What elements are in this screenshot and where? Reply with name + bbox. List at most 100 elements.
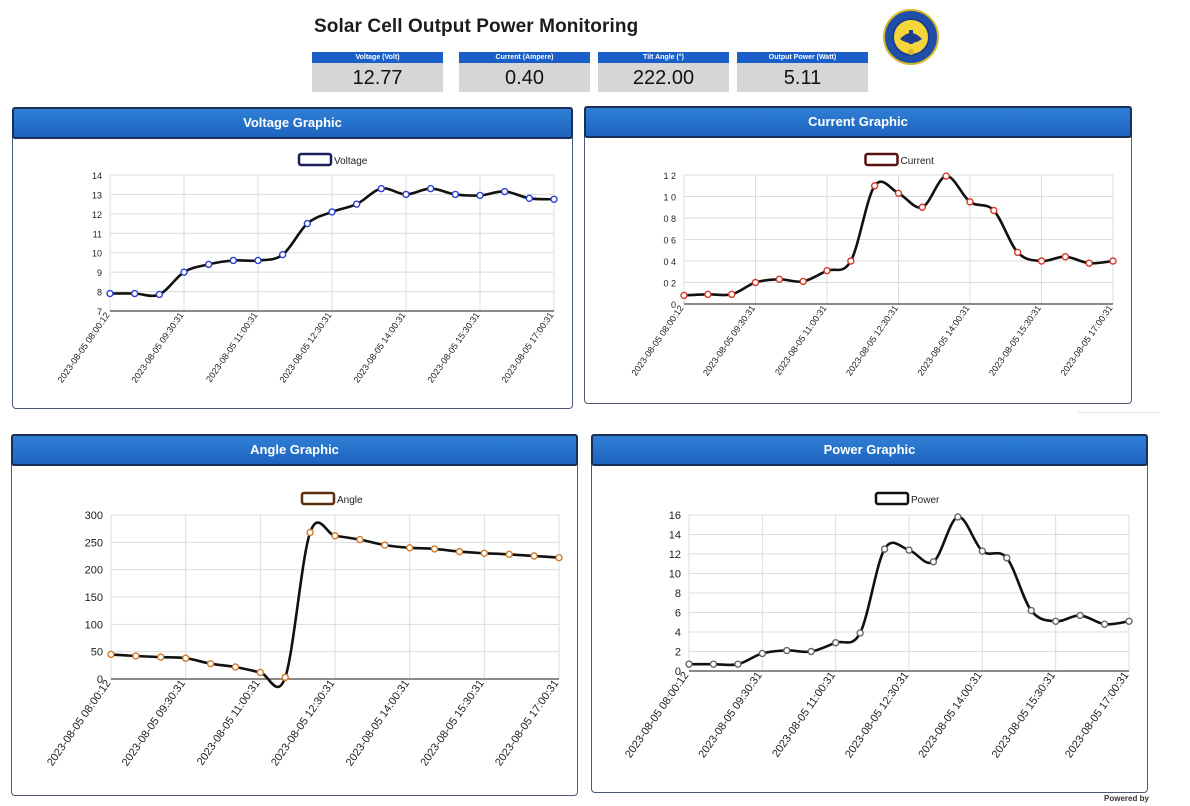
voltage-data-point (130, 289, 139, 298)
x-tick-label: 2023-08-05 15:30:31 (990, 670, 1058, 761)
power-data-point (880, 545, 889, 553)
university-logo-icon (883, 9, 939, 65)
voltage-data-point (500, 187, 509, 196)
angle-data-point (306, 528, 314, 537)
power-data-point (831, 639, 840, 647)
y-tick-label: 11 (93, 229, 102, 239)
x-tick-label: 2023-08-05 09:30:31 (120, 678, 188, 769)
metric-label: Voltage (Volt) (312, 52, 443, 63)
power-data-point (1125, 617, 1133, 625)
current-data-point (870, 182, 879, 190)
current-data-point (918, 203, 927, 211)
angle-data-point (256, 668, 265, 677)
x-tick-label: 2023-08-05 17:00:31 (1059, 303, 1115, 377)
current-data-point (680, 291, 688, 300)
metric-value: 0.40 (459, 63, 590, 92)
current-panel-title: Current Graphic (584, 106, 1132, 138)
angle-data-point (356, 535, 364, 544)
power-data-point (734, 660, 742, 668)
current-data-point (1085, 259, 1093, 267)
metric-value: 5.11 (737, 63, 868, 92)
angle-data-point (505, 550, 513, 559)
voltage-data-point (328, 208, 336, 216)
y-tick-label: 12 (669, 549, 681, 561)
y-tick-label: 100 (85, 619, 103, 631)
voltage-data-point (229, 256, 238, 265)
current-data-point (990, 206, 998, 215)
x-tick-label: 2023-08-05 14:00:31 (916, 670, 984, 761)
angle-data-point (281, 673, 289, 682)
y-tick-label: 250 (85, 537, 103, 549)
y-tick-label: 10 (92, 249, 102, 259)
power-data-point (905, 546, 913, 554)
y-tick-label: 0 (97, 674, 103, 686)
angle-data-point (331, 532, 339, 540)
voltage-data-point (254, 256, 262, 265)
y-tick-label: 0 8 (663, 214, 676, 224)
voltage-data-point (426, 184, 435, 193)
angle-panel: Angle Graphic 0 50 100 150 200 250 300 2023-08-… (11, 434, 578, 796)
angle-data-point (555, 553, 563, 562)
angle-data-point (157, 653, 165, 661)
x-tick-label: 2023-08-05 11:00:31 (770, 670, 838, 760)
voltage-data-point (377, 184, 386, 193)
angle-data-point (480, 549, 489, 557)
y-tick-label: 0 (675, 666, 681, 678)
x-tick-label: 2023-08-05 12:30:31 (278, 310, 334, 384)
current-data-point (751, 278, 760, 287)
power-data-point (1076, 611, 1084, 620)
x-tick-label: 2023-08-05 14:00:31 (352, 310, 408, 384)
y-tick-label: 14 (92, 171, 102, 181)
x-tick-label: 2023-08-05 09:30:31 (696, 670, 764, 761)
current-data-point (1013, 248, 1022, 257)
x-tick-label: 2023-08-05 11:00:31 (773, 303, 829, 377)
current-data-point (942, 172, 950, 180)
x-tick-label: 2023-08-05 08:00:12 (630, 303, 686, 377)
y-tick-label: 0 4 (663, 257, 676, 267)
voltage-data-point (451, 190, 460, 199)
x-tick-label: 2023-08-05 09:30:31 (701, 303, 757, 377)
voltage-data-point (525, 194, 534, 203)
voltage-data-point (476, 191, 484, 200)
power-data-point (709, 660, 718, 668)
current-chart: 0 0 2 0 4 0 6 0 8 1 0 1 2 2023-08-05 08:00:12 20… (630, 152, 1117, 378)
angle-data-point (381, 541, 389, 549)
angle-panel-title: Angle Graphic (11, 434, 578, 466)
y-tick-label: 4 (675, 627, 681, 639)
metric-card: Voltage (Volt) 12.77 (312, 52, 443, 92)
voltage-chart: 7 8 9 10 11 12 13 14 2023-08-05 08:00:12 2023-08-… (56, 152, 558, 385)
power-data-point (978, 547, 987, 555)
y-tick-label: 300 (85, 510, 103, 522)
voltage-data-point (204, 260, 213, 269)
power-data-point (954, 513, 962, 521)
power-panel-title: Power Graphic (591, 434, 1148, 466)
current-data-point (704, 290, 712, 299)
divider (1078, 412, 1160, 413)
legend-swatch (300, 491, 336, 506)
x-tick-label: 2023-08-05 11:00:31 (195, 678, 263, 768)
voltage-panel: Voltage Graphic 7 8 9 10 11 12 13 14 2023-08-05 … (12, 107, 573, 409)
metric-value: 222.00 (598, 63, 729, 92)
angle-data-point (455, 547, 464, 556)
metric-card: Tilt Angle (°) 222.00 (598, 52, 729, 92)
power-data-point (758, 649, 767, 658)
legend-label: Voltage (334, 156, 368, 167)
angle-data-point (107, 650, 115, 659)
power-panel: Power Graphic 0 2 4 6 8 10 12 14 16 2023-08-05 08… (591, 434, 1148, 793)
voltage-panel-title: Voltage Graphic (12, 107, 573, 139)
y-tick-label: 2 (675, 647, 681, 659)
x-tick-label: 2023-08-05 15:30:31 (418, 678, 486, 769)
current-data-point (966, 198, 974, 206)
legend-swatch (874, 491, 910, 506)
angle-data-point (530, 552, 538, 560)
metric-card: Current (Ampere) 0.40 (459, 52, 590, 92)
voltage-data-point (303, 219, 312, 228)
x-tick-label: 2023-08-05 17:00:31 (493, 678, 561, 769)
y-tick-label: 1 0 (663, 193, 676, 203)
current-data-point (799, 277, 807, 286)
angle-data-point (405, 544, 414, 552)
y-tick-label: 0 6 (663, 236, 676, 246)
voltage-data-point (106, 289, 114, 298)
voltage-data-point (278, 250, 287, 259)
